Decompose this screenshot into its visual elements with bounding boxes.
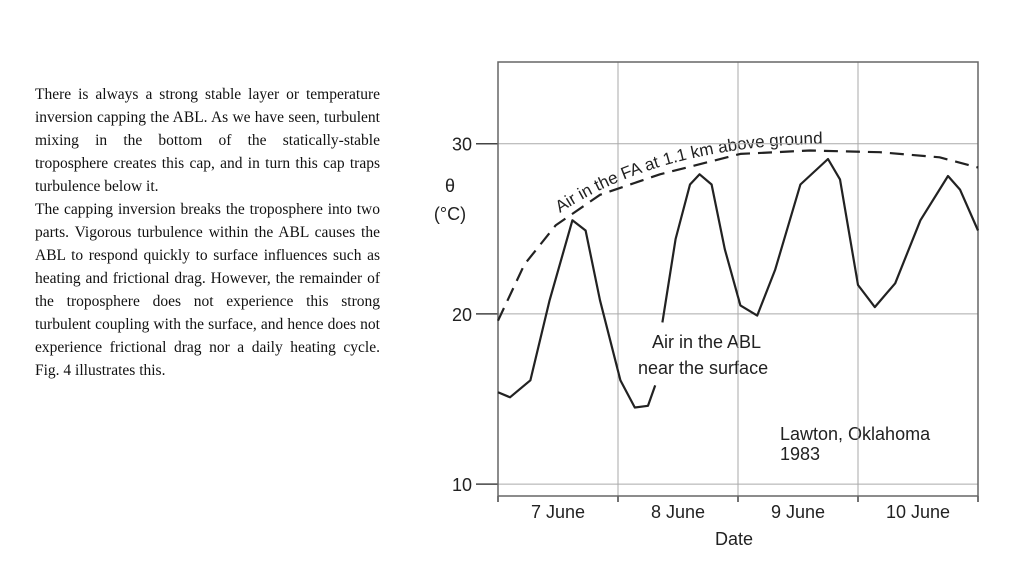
plot-frame	[497, 61, 979, 497]
y-tick-label: 30	[452, 135, 472, 155]
x-axis-label: Date	[715, 529, 753, 549]
site-annotation: Lawton, Oklahoma	[780, 424, 931, 444]
abl-annotation: Air in the ABL	[652, 332, 761, 352]
fa-annotation: Air in the FA at 1.1 km above ground	[552, 129, 823, 217]
y-axis-label: (°C)	[434, 204, 466, 224]
series-line	[497, 157, 980, 409]
y-tick-label: 20	[452, 305, 472, 325]
x-tick-label: 9 June	[771, 502, 825, 522]
x-tick-label: 10 June	[886, 502, 950, 522]
paragraph: The capping inversion breaks the troposp…	[35, 201, 380, 379]
y-axis-label: θ	[445, 176, 455, 196]
x-tick-label: 8 June	[651, 502, 705, 522]
series-line	[497, 149, 979, 322]
paragraph: There is always a strong stable layer or…	[35, 86, 380, 195]
y-tick-label: 10	[452, 475, 472, 495]
x-tick-label: 7 June	[531, 502, 585, 522]
body-text: There is always a strong stable layer or…	[35, 83, 380, 382]
abl-annotation: near the surface	[638, 358, 768, 378]
site-annotation: 1983	[780, 444, 820, 464]
fa-annotation-text: Air in the FA at 1.1 km above ground	[552, 129, 823, 217]
